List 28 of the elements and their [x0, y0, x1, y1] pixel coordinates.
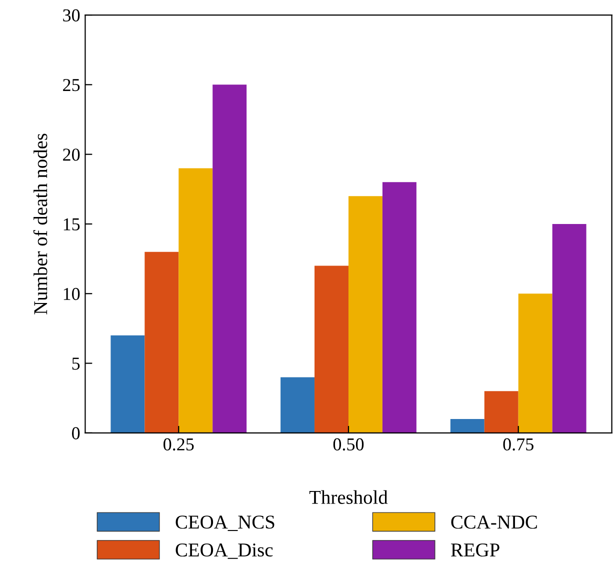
- x-axis-title: Threshold: [309, 490, 388, 504]
- y-tick-label: 10: [64, 288, 80, 300]
- legend-label: REGP: [451, 543, 500, 557]
- bar: [518, 294, 552, 433]
- y-tick-label: 0: [72, 427, 80, 440]
- x-tick-label: 0.50: [333, 438, 364, 451]
- bar: [144, 252, 179, 433]
- bar: [314, 266, 348, 433]
- y-tick-label: 20: [63, 148, 80, 161]
- bar: [484, 391, 518, 433]
- bar: [450, 418, 484, 433]
- y-tick-label: 15: [64, 218, 80, 230]
- y-tick-label: 25: [63, 78, 80, 92]
- y-tick-label: 30: [63, 9, 80, 22]
- x-tick-label: 0.25: [164, 438, 194, 451]
- bar: [382, 182, 416, 433]
- bar: [110, 335, 145, 433]
- legend-label: CCA-NDC: [451, 516, 537, 529]
- bar: [178, 168, 213, 433]
- legend-label: CEOA_NCS: [176, 516, 274, 531]
- y-tick-label: 5: [72, 358, 80, 370]
- y-axis-title: Number of death nodes: [33, 134, 48, 314]
- x-tick-label: 0.75: [503, 438, 534, 451]
- bar: [552, 224, 586, 433]
- legend-label: CEOA_Disc: [176, 543, 273, 559]
- bar: [280, 377, 315, 433]
- bar: [212, 84, 247, 433]
- bar: [348, 196, 382, 433]
